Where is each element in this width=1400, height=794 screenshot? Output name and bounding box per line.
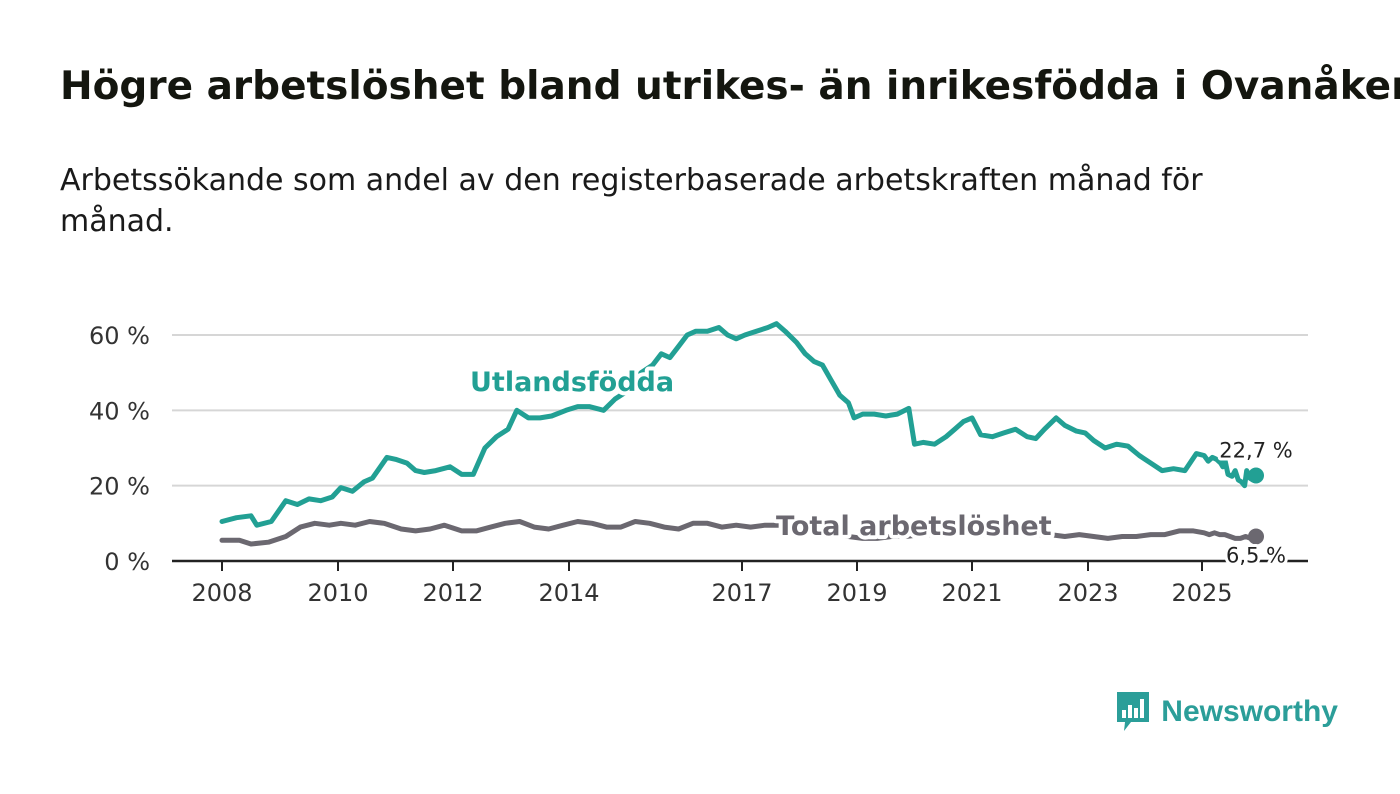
brand-name: Newsworthy xyxy=(1161,695,1338,728)
x-tick-label: 2023 xyxy=(1057,579,1118,607)
series-label-utlandsfodda: Utlandsfödda xyxy=(470,367,674,398)
axes: 0 % 20 % 40 % 60 % 2008 2010 2012 2014 2017 2019 2… xyxy=(89,322,1308,607)
series-line-total xyxy=(219,519,1259,547)
series-label-total-halo: Total arbetslöshet xyxy=(776,511,1052,542)
x-tick-label: 2017 xyxy=(711,579,772,607)
x-tick-label: 2012 xyxy=(422,579,483,607)
y-tick-label: 0 % xyxy=(104,548,150,576)
x-tick-label: 2008 xyxy=(191,579,252,607)
x-tick-label: 2014 xyxy=(538,579,599,607)
series-lines xyxy=(219,321,1264,547)
end-value-total-halo: 6,5 % xyxy=(1226,544,1286,568)
series-end-dot xyxy=(1248,528,1264,545)
series-label-total: Total arbetslöshet xyxy=(776,511,1052,542)
gridlines xyxy=(172,334,1308,487)
end-value-utlandsfodda-halo: 22,7 % xyxy=(1219,438,1292,462)
chart-title: Högre arbetslöshet bland utrikes- än inr… xyxy=(60,64,1400,109)
bar-chart-speech-bubble-icon xyxy=(1117,692,1150,731)
y-tick-label: 60 % xyxy=(89,322,150,350)
series-end-dot xyxy=(1248,467,1264,484)
end-value-utlandsfodda: 22,7 % xyxy=(1219,438,1292,462)
x-tick-label: 2025 xyxy=(1171,579,1232,607)
series-label-utlandsfodda-halo: Utlandsfödda xyxy=(470,367,674,398)
x-tick-label: 2021 xyxy=(941,579,1002,607)
x-tick-label: 2010 xyxy=(307,579,368,607)
x-tick-label: 2019 xyxy=(826,579,887,607)
y-tick-label: 20 % xyxy=(89,473,150,501)
chart-subtitle: Arbetssökande som andel av den registerb… xyxy=(60,163,1203,239)
newsworthy-logo: Newsworthy xyxy=(1115,690,1338,734)
y-tick-label: 40 % xyxy=(89,397,150,425)
end-value-total: 6,5 % xyxy=(1226,544,1286,568)
series-line-utlandsfodda xyxy=(219,321,1259,528)
